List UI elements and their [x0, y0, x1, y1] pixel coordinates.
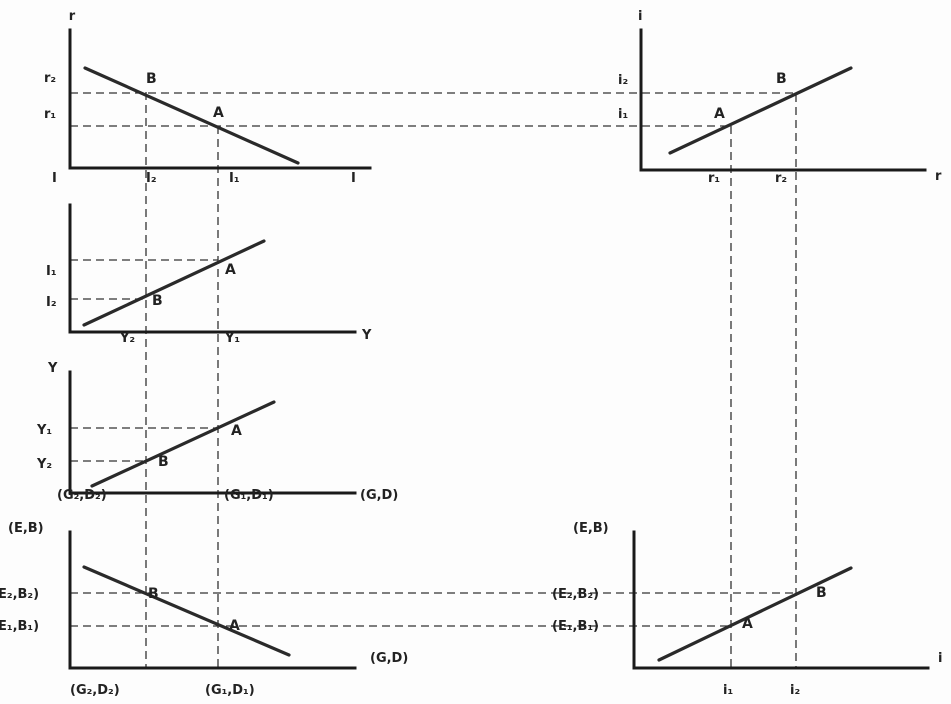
tick-label-I2-p2: I₂	[46, 295, 57, 310]
tick-label-Y1-p3: Y₁	[36, 423, 52, 438]
axis-i-r	[639, 28, 927, 172]
axis-label-i: i	[638, 9, 642, 24]
point-label-b: B	[146, 71, 157, 87]
point-label-a: A	[213, 105, 224, 121]
panel-eb-government: (E,B) E₂,B₂) E₁,B₁) (G₂,D₂) (G₁,D₁) (G,D…	[0, 521, 408, 698]
tick-label-r1: r₁	[44, 107, 56, 122]
axis-eb-gd	[68, 530, 357, 670]
tick-label-G2D2-p3: (G₂,D₂)	[57, 488, 107, 503]
tick-label-r2: r₂	[44, 71, 56, 86]
point-label-b: B	[776, 71, 787, 87]
tick-label-E1B1-left: E₁,B₁)	[0, 619, 39, 634]
axis-label-eb-left: (E,B)	[8, 521, 44, 536]
axis-label-i-left: I	[52, 171, 57, 186]
tick-label-i1: i₁	[618, 107, 628, 122]
output-government-curve	[90, 400, 276, 488]
panel-i-r: i i₂ i₁ r₁ r₂ r A B	[618, 9, 942, 186]
dashed-guides	[70, 92, 797, 668]
tick-label-G1D1-p4: (G₁,D₁)	[205, 683, 255, 698]
axis-label-gd-p3: (G,D)	[360, 488, 398, 503]
axis-eb-i	[632, 530, 930, 670]
tick-label-I1: I₁	[229, 171, 240, 186]
point-label-a: A	[225, 262, 236, 278]
tick-label-I1-p2: I₁	[46, 264, 57, 279]
tick-label-G2D2-p4: (G₂,D₂)	[70, 683, 120, 698]
axis-r-i	[68, 28, 372, 170]
point-label-a: A	[231, 423, 242, 439]
point-label-a: A	[229, 618, 240, 634]
tick-label-i2-p6: i₂	[790, 683, 800, 698]
axis-label-i-right: I	[351, 171, 356, 186]
point-label-b: B	[158, 454, 169, 470]
tick-label-E1B1-right: (E₁,B₁)	[552, 619, 599, 634]
axis-y-gd	[68, 370, 357, 495]
panel-r-investment: r r₂ r₁ I I₂ I₁ I B A	[44, 9, 372, 186]
axis-i-y	[68, 203, 357, 334]
tick-label-i1-p6: i₁	[723, 683, 733, 698]
axis-label-i-p6: i	[938, 651, 942, 666]
axis-label-Y: Y	[47, 361, 58, 376]
axis-label-r: r	[69, 9, 76, 24]
axis-label-eb-right: (E,B)	[573, 521, 609, 536]
panel-investment-output: I₁ I₂ Y₂ Y₁ Y A B	[46, 203, 372, 346]
eb-i-curve	[657, 566, 853, 662]
point-label-b: B	[816, 585, 827, 601]
tick-label-i2: i₂	[618, 73, 628, 88]
tick-label-Y2-p3: Y₂	[36, 457, 52, 472]
tick-label-G1D1-p3: (G₁,D₁)	[224, 488, 274, 503]
tick-label-Y1: Y₁	[224, 331, 240, 346]
panel-eb-i: (E,B) (E₂,B₂) (E₁,B₁) i₁ i₂ i B A	[552, 521, 942, 698]
point-label-b: B	[148, 586, 159, 602]
axis-label-y: Y	[361, 328, 372, 343]
investment-curve	[83, 66, 300, 165]
axis-label-r-p5: r	[935, 169, 942, 184]
panel-output-government: Y Y₁ Y₂ (G₂,D₂) (G₁,D₁) (G,D) A B	[36, 361, 398, 503]
tick-label-r2-p5: r₂	[775, 171, 787, 186]
tick-label-I2: I₂	[146, 171, 157, 186]
tick-label-Y2: Y₂	[119, 331, 135, 346]
i-r-curve	[668, 66, 853, 155]
point-label-a: A	[714, 106, 725, 122]
tick-label-E2B2-left: E₂,B₂)	[0, 587, 39, 602]
point-label-a: A	[742, 616, 753, 632]
tick-label-E2B2-right: (E₂,B₂)	[552, 587, 599, 602]
eb-government-curve	[82, 565, 291, 657]
axis-label-gd-p4: (G,D)	[370, 651, 408, 666]
tick-label-r1-p5: r₁	[708, 171, 720, 186]
investment-output-curve	[82, 239, 266, 327]
point-label-b: B	[152, 293, 163, 309]
